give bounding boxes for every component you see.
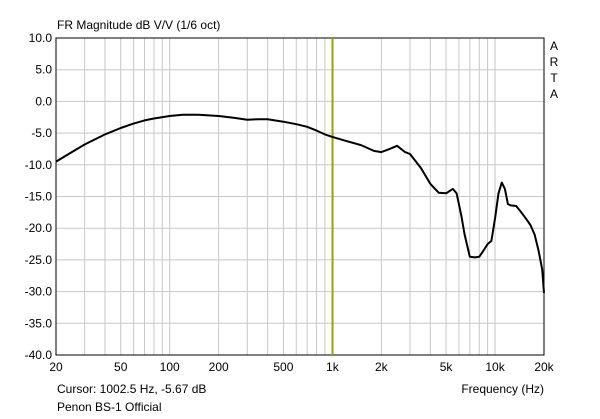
y-tick-label: -35.0 xyxy=(25,316,53,330)
x-tick-label: 500 xyxy=(273,360,293,374)
x-tick-label: 10k xyxy=(485,360,505,374)
x-tick-label: 2k xyxy=(375,360,389,374)
device-name: Penon BS-1 Official xyxy=(57,400,162,414)
brand-letter: A xyxy=(549,87,558,101)
x-tick-label: 20 xyxy=(49,360,63,374)
x-axis-label: Frequency (Hz) xyxy=(461,382,544,396)
y-tick-label: -20.0 xyxy=(25,221,53,235)
plot-border xyxy=(55,37,545,356)
y-axis: 10.0 5.0 0.0 -5.0 -10.0 -15.0 -20.0 -25.0 -30.0 -… xyxy=(25,31,53,362)
chart-title: FR Magnitude dB V/V (1/6 oct) xyxy=(57,18,221,32)
x-tick-label: 50 xyxy=(114,360,128,374)
x-tick-label: 5k xyxy=(440,360,454,374)
cursor-readout: Cursor: 1002.5 Hz, -5.67 dB xyxy=(57,382,207,396)
brand-letter: R xyxy=(549,55,559,69)
brand-letter: T xyxy=(550,71,558,85)
x-tick-label: 100 xyxy=(160,360,180,374)
brand-letter: A xyxy=(549,39,558,53)
x-tick-label: 200 xyxy=(209,360,229,374)
y-tick-label: -30.0 xyxy=(25,285,53,299)
response-curve xyxy=(55,113,545,293)
y-tick-label: -25.0 xyxy=(25,253,53,267)
x-axis: 20 50 100 200 500 1k 2k 5k 10k 20k xyxy=(49,360,554,374)
y-tick-label: 0.0 xyxy=(35,94,52,108)
y-tick-label: -5.0 xyxy=(31,126,52,140)
y-tick-label: -10.0 xyxy=(25,158,53,172)
y-tick-label: -40.0 xyxy=(25,348,53,362)
y-tick-label: -15.0 xyxy=(25,190,53,204)
grid xyxy=(56,38,544,355)
y-tick-label: 5.0 xyxy=(35,63,52,77)
y-tick-label: 10.0 xyxy=(29,31,53,45)
x-tick-label: 20k xyxy=(534,360,554,374)
x-tick-label: 1k xyxy=(326,360,340,374)
